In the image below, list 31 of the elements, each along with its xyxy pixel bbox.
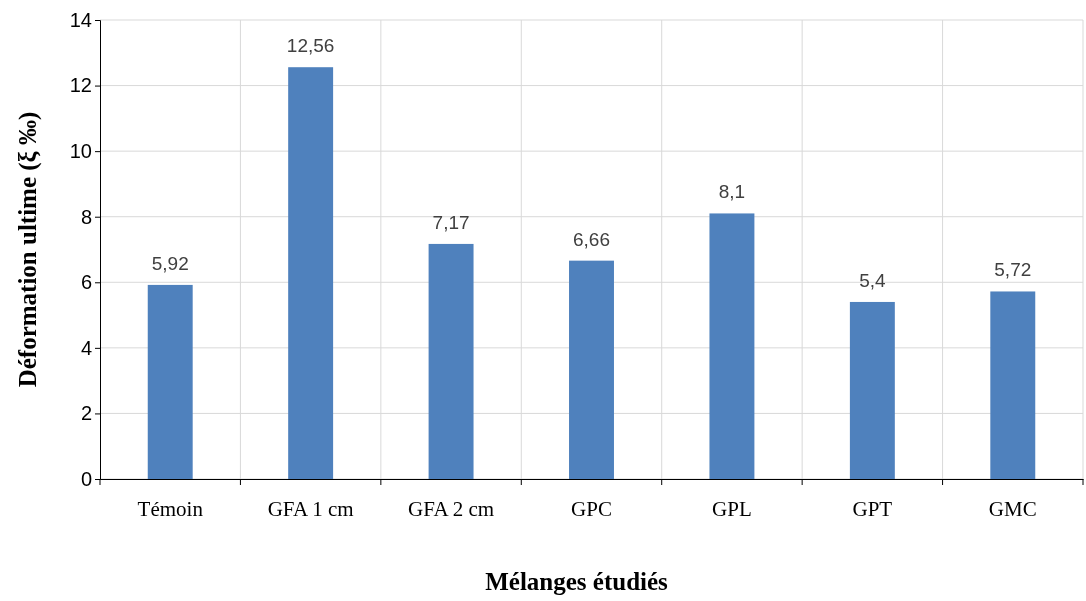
y-axis-title: Déformation ultime (ξ ‰): [14, 111, 42, 388]
y-tick-label: 4: [80, 336, 92, 359]
bar: [569, 260, 614, 479]
y-tick-label: 14: [69, 8, 92, 31]
y-tick-label: 12: [69, 74, 92, 97]
bar: [288, 67, 334, 479]
x-tick-label: GPL: [712, 496, 752, 521]
y-tick-label: 2: [80, 402, 92, 425]
bar: [709, 213, 755, 479]
y-tick-label: 8: [80, 205, 92, 228]
bar: [147, 284, 193, 479]
x-tick-label: GPT: [852, 496, 893, 521]
x-tick-label: GFA 2 cm: [408, 496, 495, 521]
x-tick-label: Témoin: [137, 496, 204, 521]
data-label: 8,1: [718, 181, 746, 203]
y-tick-label: 10: [69, 140, 92, 163]
bar: [428, 243, 474, 479]
data-label: 7,17: [432, 211, 470, 233]
data-label: 5,72: [994, 259, 1032, 281]
y-tick-label: 0: [80, 467, 92, 490]
bar: [990, 291, 1036, 479]
data-label: 5,4: [859, 269, 886, 291]
x-tick-label: GPC: [571, 496, 612, 521]
data-label: 5,92: [151, 252, 189, 274]
x-tick-label: GMC: [988, 496, 1037, 521]
data-label: 12,56: [286, 35, 335, 57]
y-tick-label: 6: [80, 271, 92, 294]
data-label: 6,66: [573, 228, 610, 250]
x-tick-label: GFA 1 cm: [267, 496, 354, 521]
x-axis-title: Mélanges étudiés: [485, 568, 669, 595]
bar: [849, 301, 895, 479]
